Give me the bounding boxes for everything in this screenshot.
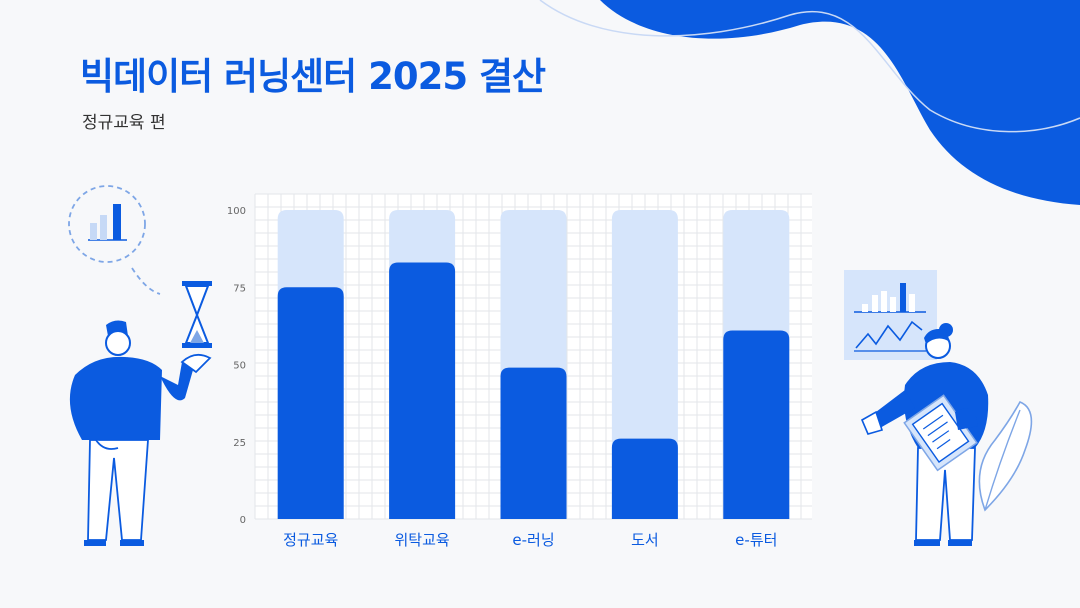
- chart-board-icon: [844, 270, 937, 360]
- page-title: 빅데이터 러닝센터 2025 결산: [80, 55, 546, 98]
- bar: [500, 367, 567, 519]
- y-tick-label: 100: [227, 206, 246, 217]
- bar-series: [277, 210, 790, 519]
- bar: [389, 262, 456, 519]
- clipboard-icon: [903, 394, 978, 472]
- x-tick-label: 정규교육: [283, 531, 338, 549]
- bar: [723, 330, 790, 519]
- hourglass-icon: [182, 281, 212, 348]
- y-tick-label: 50: [233, 361, 246, 372]
- x-axis: 정규교육 위탁교육 e-러닝 도서 e-튜터: [283, 531, 777, 549]
- x-tick-label: e-러닝: [512, 531, 554, 549]
- man-illustration: [69, 320, 212, 546]
- y-tick-label: 75: [233, 283, 246, 294]
- y-tick-label: 25: [233, 438, 246, 449]
- thought-bubble-chart-icon: [68, 185, 161, 295]
- bar: [611, 438, 678, 519]
- x-tick-label: 도서: [631, 531, 659, 549]
- y-axis: 0 25 50 75 100: [227, 206, 246, 526]
- plant-illustration: [978, 400, 1033, 512]
- x-tick-label: e-튜터: [735, 531, 777, 549]
- bar: [277, 287, 344, 519]
- y-tick-label: 0: [240, 515, 246, 526]
- woman-illustration: [860, 323, 989, 546]
- x-tick-label: 위탁교육: [394, 531, 449, 549]
- page-subtitle: 정규교육 편: [82, 113, 166, 133]
